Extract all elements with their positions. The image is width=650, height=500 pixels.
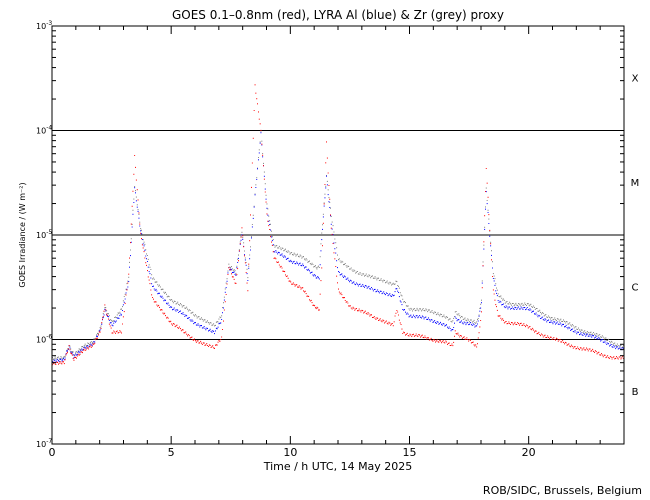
y-tick-label: 10-4: [36, 125, 52, 136]
flare-class-C: C: [632, 283, 639, 294]
x-tick-labels: 0 5 10 15 20: [49, 446, 536, 459]
series-red-points: [52, 84, 624, 366]
y-tick-label: 10-3: [36, 20, 52, 31]
chart-title: GOES 0.1–0.8nm (red), LYRA Al (blue) & Z…: [172, 8, 504, 22]
flare-class-X: X: [632, 74, 639, 85]
flare-class-B: B: [632, 387, 639, 398]
credit-text: ROB/SIDC, Brussels, Belgium: [483, 484, 642, 497]
reference-lines: [52, 130, 624, 340]
x-tick-label: 15: [403, 446, 417, 459]
x-tick-label: 5: [168, 446, 175, 459]
y-axis-label: GOES Irradiance / (W m⁻²): [18, 182, 27, 287]
y-tick-label: 10-6: [36, 334, 52, 345]
flare-class-labels: X M C B: [631, 74, 640, 398]
series-red: [52, 84, 624, 366]
flare-class-M: M: [631, 178, 640, 189]
y-tick-labels: 10-7 10-6 10-5 10-4 10-3: [36, 20, 52, 449]
x-axis-label: Time / h UTC, 14 May 2025: [263, 460, 413, 473]
series-grey: [52, 130, 624, 360]
series-blue-points: [52, 132, 624, 363]
y-tick-label: 10-5: [36, 229, 52, 240]
x-tick-label: 10: [283, 446, 297, 459]
data-series: [52, 84, 624, 366]
series-grey-points: [52, 130, 624, 360]
x-tick-label: 0: [49, 446, 56, 459]
y-tick-label: 10-7: [36, 438, 52, 449]
x-tick-label: 20: [522, 446, 536, 459]
series-blue: [52, 132, 624, 363]
axis-ticks: [51, 25, 625, 445]
